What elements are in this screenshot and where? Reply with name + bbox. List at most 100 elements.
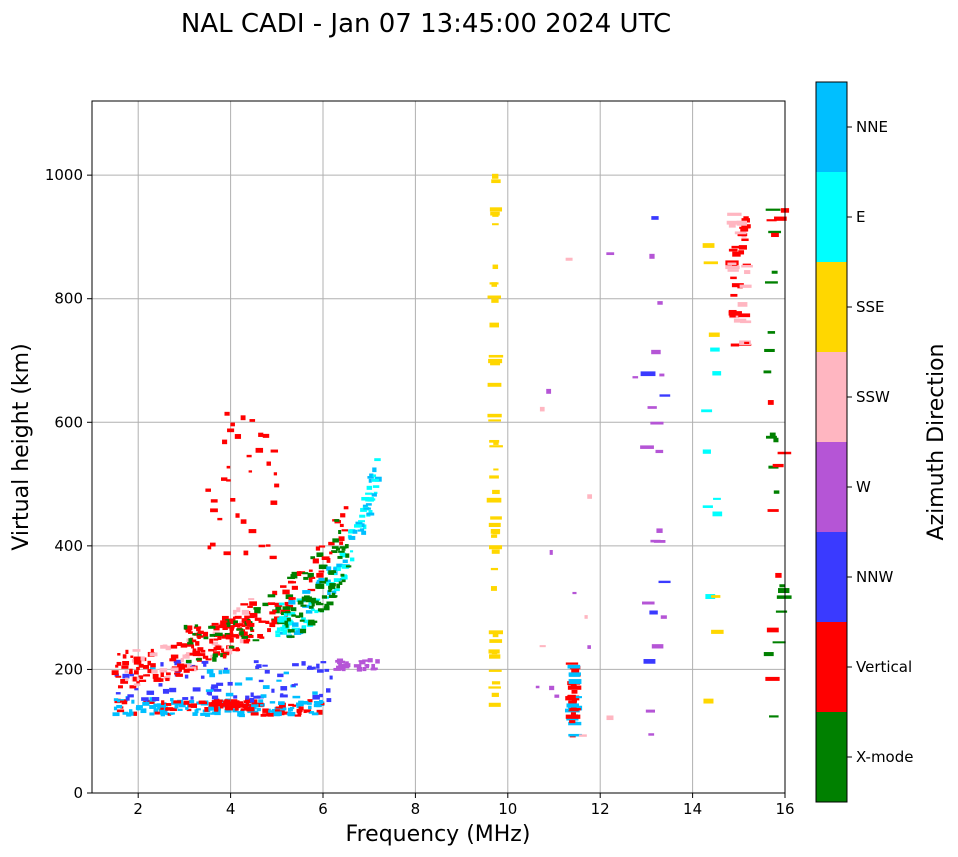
echo-point: [183, 664, 187, 668]
echo-point: [738, 245, 747, 250]
echo-point: [345, 565, 352, 568]
echo-point: [133, 656, 141, 661]
echo-point: [139, 656, 145, 662]
echo-point: [300, 604, 307, 607]
echo-point: [147, 669, 153, 674]
echo-point: [249, 697, 255, 703]
echo-point: [150, 663, 156, 668]
echo-point: [256, 664, 262, 668]
echo-point: [197, 635, 201, 639]
echo-point: [328, 541, 335, 546]
x-tick-label: 6: [318, 800, 328, 818]
echo-point: [267, 602, 276, 606]
echo-point: [142, 701, 150, 706]
echo-point: [177, 663, 185, 669]
echo-point: [765, 676, 780, 681]
echo-point: [170, 697, 174, 702]
echo-point: [122, 673, 130, 679]
echo-point: [287, 707, 293, 712]
echo-point: [301, 661, 306, 666]
echo-point: [489, 545, 503, 550]
echo-point: [656, 528, 663, 533]
colorbar-frame: [815, 81, 848, 803]
echo-point: [653, 540, 666, 543]
colorbar-segment: [816, 442, 847, 532]
echo-point: [733, 318, 747, 323]
plot-frame: [91, 100, 786, 794]
echo-point: [222, 669, 230, 674]
echo-point: [250, 712, 259, 716]
echo-point: [227, 620, 235, 625]
echo-point: [246, 707, 255, 712]
echo-point: [349, 550, 354, 553]
echo-point: [245, 620, 251, 623]
echo-point: [371, 663, 376, 668]
echo-point: [568, 672, 581, 676]
echo-point: [487, 413, 502, 418]
echo-point: [771, 232, 779, 238]
echo-point: [291, 571, 298, 577]
echo-point: [372, 474, 377, 478]
echo-point: [329, 583, 336, 587]
echo-point: [772, 641, 786, 644]
echo-point: [273, 711, 280, 717]
echo-point: [374, 458, 381, 462]
echo-point: [324, 606, 330, 611]
chart-title: NAL CADI - Jan 07 13:45:00 2024 UTC: [181, 9, 671, 39]
echo-point: [329, 675, 333, 680]
echo-point: [702, 449, 711, 454]
echo-point: [149, 712, 155, 716]
echo-point: [126, 712, 132, 717]
echo-point: [229, 628, 234, 631]
echo-point: [276, 679, 282, 682]
echo-point: [308, 569, 313, 572]
echo-point: [136, 681, 140, 684]
echo-point: [214, 706, 219, 711]
echo-point: [319, 693, 323, 698]
echo-point: [159, 703, 167, 708]
echo-point: [285, 604, 294, 608]
echo-point: [288, 703, 295, 707]
echo-point: [490, 586, 497, 591]
echo-point: [129, 685, 137, 689]
echo-point: [209, 673, 216, 678]
echo-point: [486, 497, 502, 503]
echo-point: [371, 493, 377, 497]
echo-point: [208, 625, 216, 629]
echo-point: [713, 497, 721, 500]
echo-point: [572, 591, 577, 595]
echo-point: [282, 606, 291, 610]
echo-point: [143, 674, 151, 677]
echo-point: [158, 683, 163, 687]
echo-point: [269, 611, 276, 615]
echo-point: [116, 661, 122, 666]
x-tick-label: 4: [226, 800, 236, 818]
echo-point: [318, 570, 325, 573]
y-tick-label: 1000: [45, 166, 83, 184]
x-tick-label: 10: [498, 800, 517, 818]
echo-point: [220, 620, 228, 626]
echo-point: [649, 610, 658, 615]
echo-point: [220, 702, 228, 707]
echo-point: [310, 556, 316, 560]
echo-point: [309, 605, 314, 609]
echo-point: [337, 555, 343, 559]
echo-point: [129, 668, 133, 674]
echo-point: [367, 658, 373, 663]
echo-point: [331, 590, 337, 594]
echo-point: [727, 212, 742, 216]
echo-point: [285, 594, 294, 600]
echo-point: [292, 627, 298, 630]
echo-point: [312, 691, 318, 695]
echo-point: [205, 488, 211, 492]
echo-point: [292, 622, 299, 627]
echo-point: [571, 668, 580, 674]
echo-point: [338, 581, 343, 585]
echo-point: [151, 697, 160, 702]
echo-point: [287, 711, 296, 717]
echo-point: [165, 677, 170, 682]
echo-point: [568, 721, 582, 726]
echo-point: [277, 621, 286, 625]
echo-point: [278, 702, 286, 708]
echo-point: [188, 638, 193, 643]
